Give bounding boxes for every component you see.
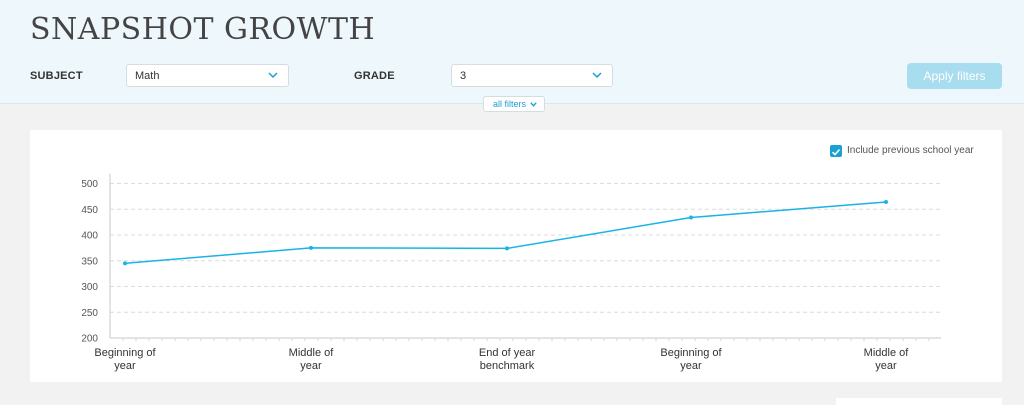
- header-bar: SNAPSHOT GROWTH SUBJECT Math GRADE 3 App…: [0, 0, 1024, 104]
- x-tick-label: End of year benchmark: [479, 347, 536, 372]
- y-tick-label: 300: [81, 282, 98, 293]
- data-point: [123, 261, 127, 266]
- series-line: [124, 201, 887, 265]
- grade-select[interactable]: 3: [451, 64, 613, 87]
- grade-label: GRADE: [354, 70, 395, 82]
- x-tick-label: Beginning of year: [94, 347, 156, 372]
- x-tick-label: Beginning of year: [660, 347, 722, 372]
- include-previous-year-label: Include previous school year: [847, 145, 974, 156]
- y-tick-label: 500: [81, 179, 98, 190]
- y-tick-label: 450: [81, 205, 98, 216]
- chevron-down-icon: [530, 102, 537, 107]
- all-filters-label: all filters: [493, 99, 527, 109]
- y-tick-label: 350: [81, 256, 98, 267]
- subject-select[interactable]: Math: [126, 64, 289, 87]
- apply-filters-button[interactable]: Apply filters: [907, 63, 1002, 89]
- subject-select-value: Math: [135, 70, 160, 82]
- data-point: [689, 215, 693, 220]
- y-tick-label: 400: [81, 231, 98, 242]
- data-point: [505, 246, 509, 251]
- footer-strip: [836, 398, 1002, 405]
- x-tick-label: Middle of year: [289, 347, 335, 372]
- y-tick-label: 200: [81, 334, 98, 345]
- grade-select-value: 3: [460, 70, 467, 82]
- page-title: SNAPSHOT GROWTH: [30, 12, 376, 47]
- x-tick-label: Middle of year: [864, 347, 910, 372]
- chart-card: [30, 130, 1002, 382]
- all-filters-toggle[interactable]: all filters: [483, 96, 545, 112]
- data-point: [309, 245, 313, 250]
- include-previous-year-checkbox[interactable]: [830, 145, 842, 157]
- chevron-down-icon: [592, 72, 602, 79]
- y-tick-label: 250: [81, 308, 98, 319]
- subject-label: SUBJECT: [30, 70, 83, 82]
- chevron-down-icon: [268, 72, 278, 79]
- checkmark-icon: [831, 148, 841, 156]
- data-point: [884, 200, 888, 205]
